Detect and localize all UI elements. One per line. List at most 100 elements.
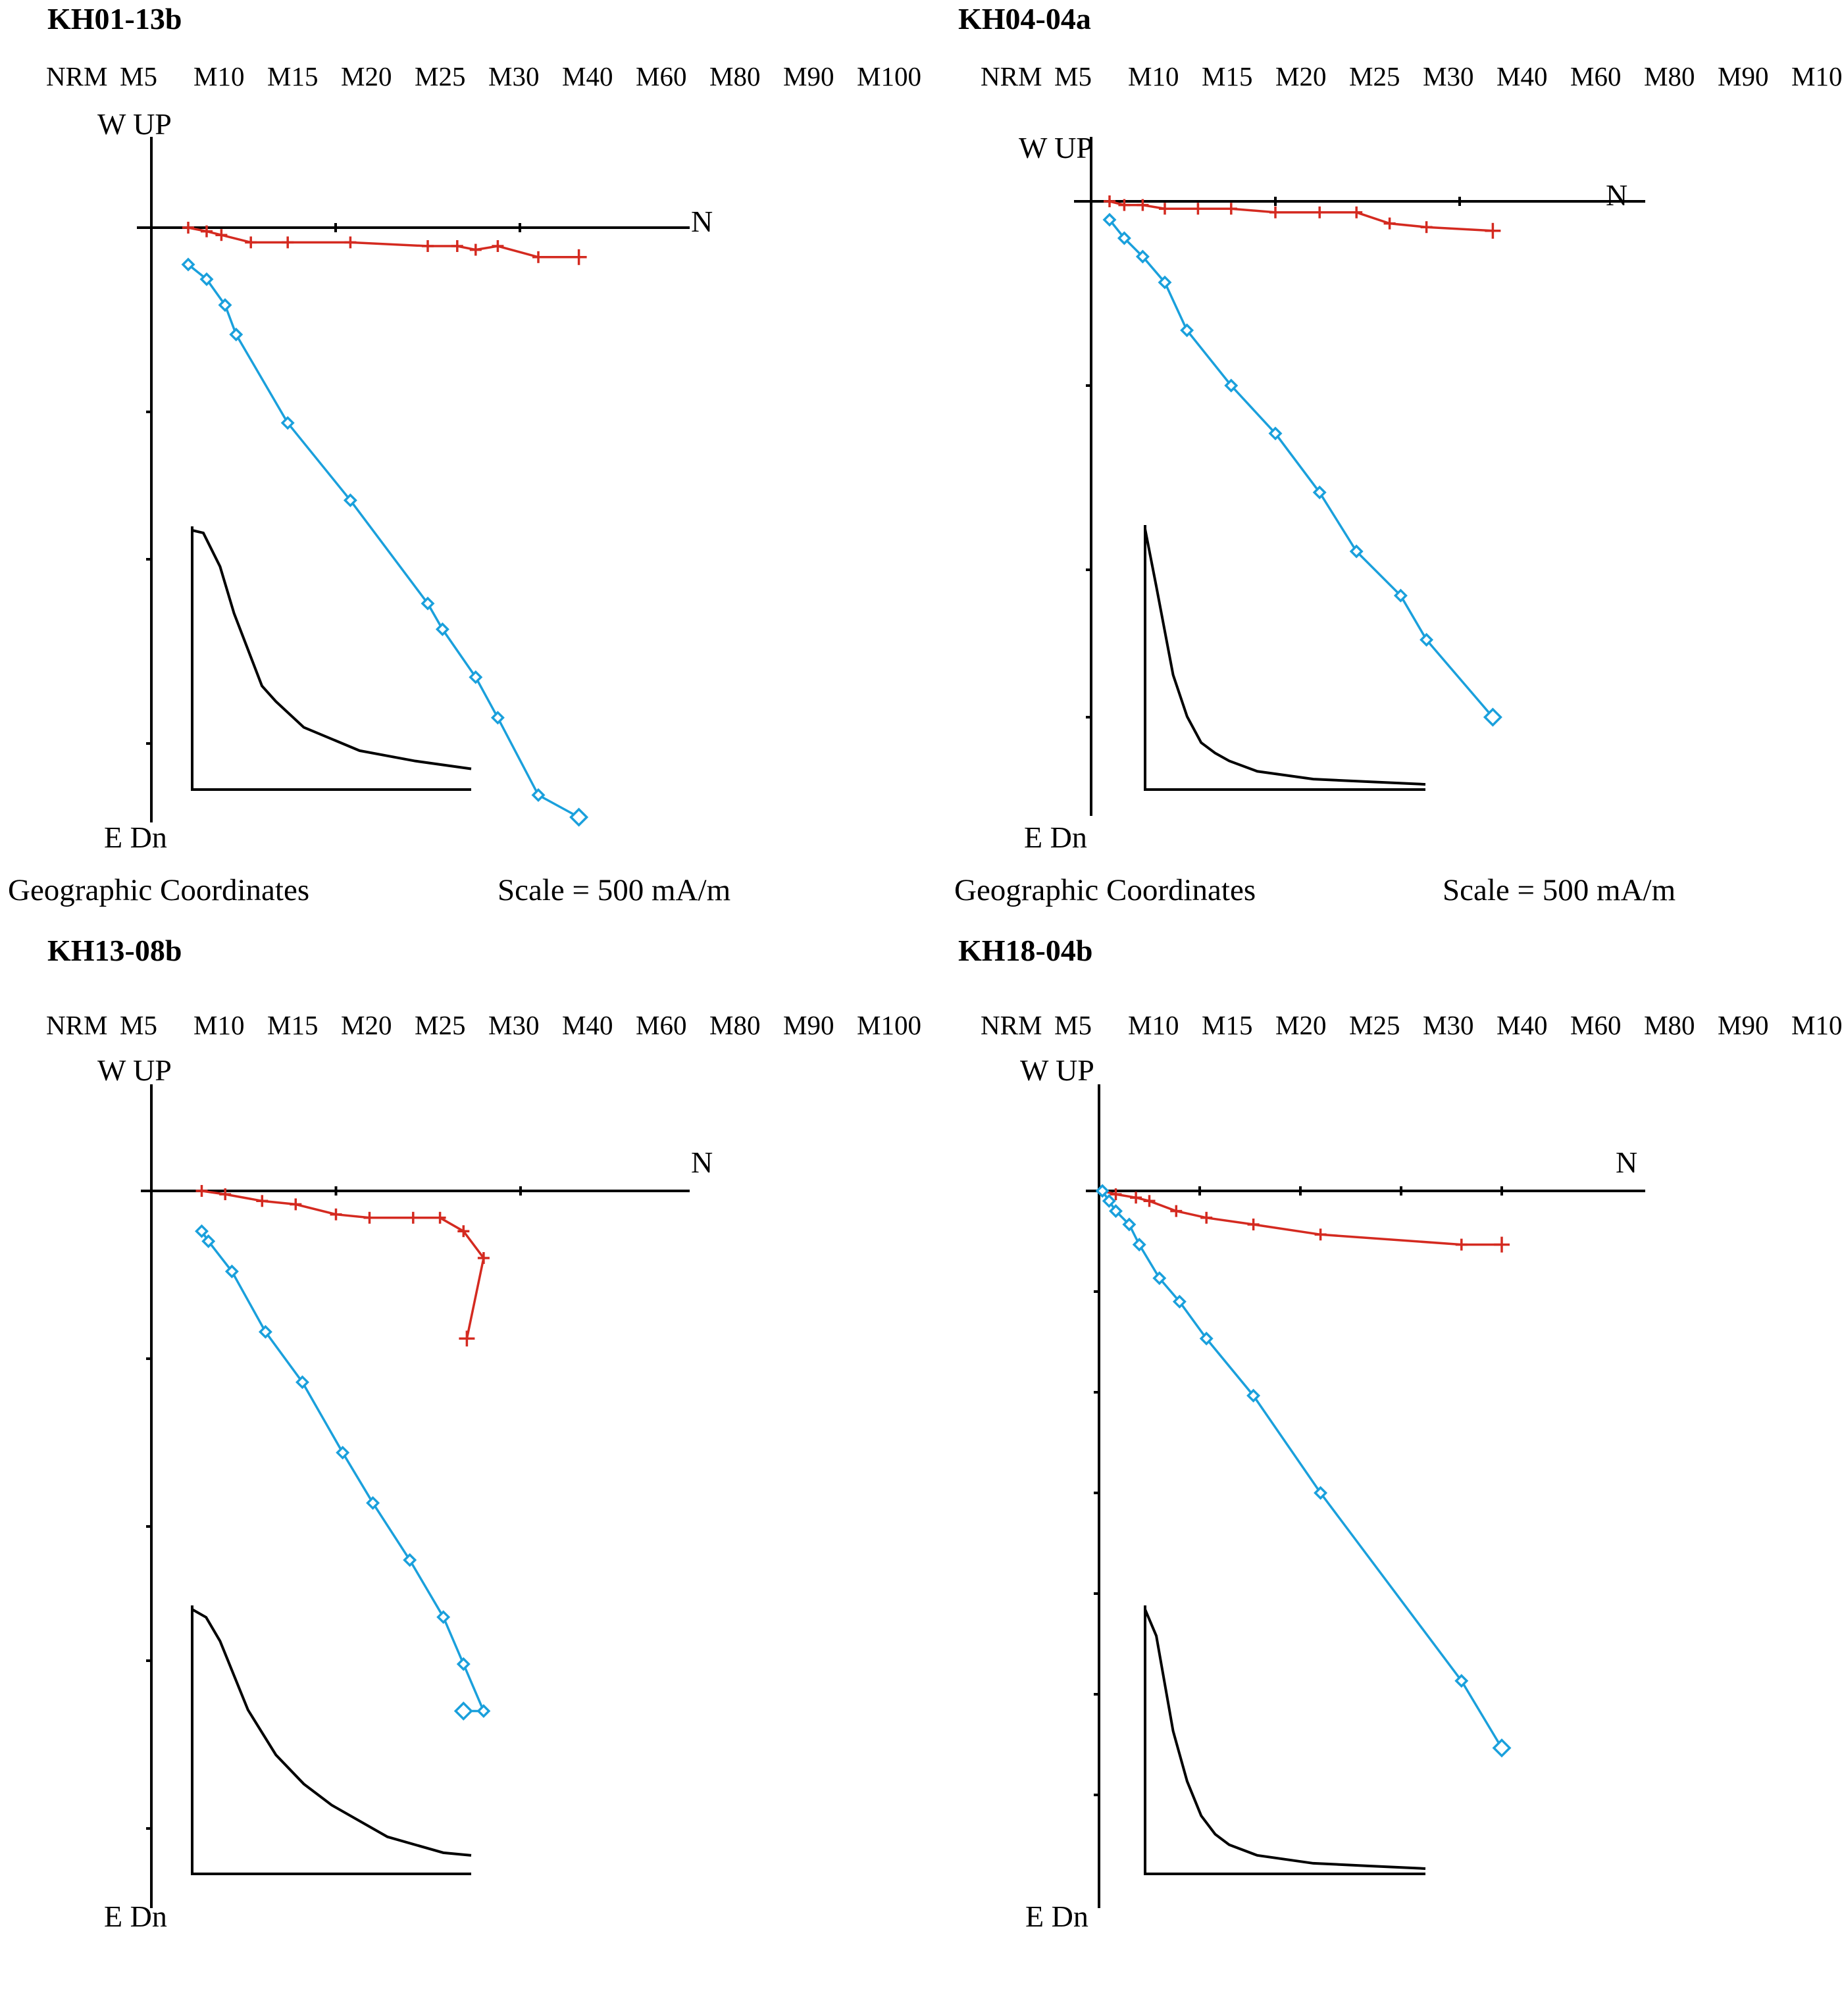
- footer-scale: Scale = 500 mA/m: [498, 873, 730, 907]
- step-label: M10: [193, 61, 244, 91]
- step-label: M25: [1349, 61, 1400, 91]
- step-label: M30: [1423, 1010, 1473, 1040]
- step-label: M60: [636, 61, 686, 91]
- axis-label-n: N: [691, 1146, 713, 1179]
- vertical-projection-point: [258, 1324, 272, 1339]
- axis-label-w-up: W UP: [1020, 1053, 1094, 1087]
- vertical-projection-point: [1102, 1194, 1116, 1208]
- step-label: M100: [1791, 61, 1842, 91]
- step-labels: NRM M5 M10 M15 M20 M25 M30 M40 M60 M80 M90 M100: [46, 61, 921, 91]
- horizontal-projection-point: [1192, 203, 1204, 215]
- plot-area: [141, 1084, 690, 1908]
- vertical-projection-point: [195, 1224, 209, 1238]
- step-label: M80: [709, 1010, 760, 1040]
- decay-curve: [1144, 528, 1426, 786]
- vertical-projection-point: [1122, 1217, 1137, 1232]
- step-label: M5: [1054, 1010, 1092, 1040]
- step-label: M10: [1128, 61, 1179, 91]
- vertical-projection-point: [343, 493, 357, 507]
- step-label: M40: [562, 1010, 613, 1040]
- vertical-projection-point: [1135, 249, 1150, 264]
- axis-label-w-up: W UP: [1019, 131, 1093, 164]
- vertical-projection-line: [187, 263, 580, 819]
- vertical-projection-line: [201, 1230, 486, 1713]
- step-label: M90: [1718, 1010, 1768, 1040]
- vertical-projection-point: [280, 416, 295, 430]
- vertical-projection-point: [569, 807, 589, 827]
- step-label: M25: [415, 1010, 465, 1040]
- vertical-projection-point: [1314, 1486, 1328, 1500]
- vertical-projection-point: [1268, 426, 1283, 441]
- step-label: M80: [1644, 1010, 1695, 1040]
- decay-curve: [192, 1608, 472, 1857]
- horizontal-projection-point: [1130, 1192, 1142, 1204]
- step-label: M10: [1128, 1010, 1179, 1040]
- horizontal-projection-point: [1494, 1236, 1510, 1253]
- vertical-projection-point: [531, 788, 546, 802]
- zijderveld-chart: KH01-13b NRM M5 M10 M15 M20 M25 M30 M40 M60 M80 M9…: [8, 2, 921, 907]
- step-label: M40: [1497, 61, 1547, 91]
- vertical-projection-point: [469, 670, 483, 684]
- decay-inset-axes: [1144, 1605, 1425, 1875]
- step-labels: NRM M5 M10 M15 M20 M25 M30 M40 M60 M80 M90 M100: [981, 1010, 1842, 1040]
- step-label: M30: [1423, 61, 1473, 91]
- step-label: M20: [1275, 61, 1326, 91]
- step-label: M15: [1202, 1010, 1252, 1040]
- vertical-projection-point: [1102, 213, 1117, 227]
- horizontal-projection-point: [1137, 199, 1149, 211]
- step-label: NRM: [46, 1010, 107, 1040]
- step-label: M60: [1570, 61, 1621, 91]
- horizontal-projection-point: [422, 240, 434, 252]
- zijderveld-chart: KH13-08b NRM M5 M10 M15 M20 M25 M30 M40 M60 M80 M9…: [46, 934, 921, 1933]
- horizontal-projection-point: [1143, 1195, 1156, 1207]
- horizontal-projection-point: [1485, 222, 1501, 239]
- vertical-projection-point: [181, 257, 195, 272]
- vertical-projection-point: [1152, 1271, 1167, 1286]
- horizontal-projection-point: [477, 1252, 490, 1264]
- step-label: M80: [1644, 61, 1695, 91]
- footer-scale: Scale = 500 mA/m: [1443, 873, 1676, 907]
- step-label: M15: [1202, 61, 1252, 91]
- step-label: M15: [267, 61, 318, 91]
- decay-inset-axes: [191, 1605, 471, 1875]
- horizontal-projection-point: [201, 225, 213, 238]
- panel-kh13-08b: KH13-08b NRM M5 M10 M15 M20 M25 M30 M40 M60 M80 M9…: [0, 934, 921, 1942]
- step-label: M5: [120, 61, 157, 91]
- horizontal-projection-point: [1350, 206, 1363, 218]
- decay-inset-axes: [191, 526, 471, 791]
- decay-curve: [192, 529, 472, 770]
- decay-curve: [1144, 1609, 1426, 1870]
- chart-title: KH04-04a: [958, 2, 1091, 36]
- axis-label-e-dn: E Dn: [1025, 1900, 1088, 1933]
- horizontal-projection-point: [459, 1330, 475, 1347]
- vertical-projection-point: [1393, 588, 1408, 603]
- horizontal-projection-point: [344, 236, 357, 249]
- footer-coordinates: Geographic Coordinates: [8, 873, 309, 907]
- vertical-projection-point: [476, 1704, 491, 1718]
- panel-kh18-04b: KH18-04b NRM M5 M10 M15 M20 M25 M30 M40 M60 M80 M9…: [921, 934, 1842, 1942]
- vertical-projection-point: [1132, 1238, 1146, 1252]
- plot-area: [137, 137, 690, 827]
- step-label: M20: [1275, 1010, 1326, 1040]
- horizontal-projection-line: [1109, 200, 1493, 232]
- horizontal-projection-point: [1383, 217, 1396, 230]
- axis-label-n: N: [1606, 178, 1627, 212]
- vertical-projection-point: [229, 327, 243, 341]
- step-labels: NRM M5 M10 M15 M20 M25 M30 M40 M60 M80 M90 M100: [981, 61, 1842, 91]
- step-label: M30: [488, 1010, 539, 1040]
- axis-label-e-dn: E Dn: [1024, 820, 1087, 854]
- panel-kh01-13b: KH01-13b NRM M5 M10 M15 M20 M25 M30 M40 M60 M80 M9…: [0, 0, 921, 1008]
- horizontal-projection-point: [407, 1211, 419, 1224]
- vertical-projection-point: [1224, 378, 1239, 393]
- chart-title: KH18-04b: [958, 934, 1092, 967]
- horizontal-projection-point: [1118, 199, 1131, 211]
- zijderveld-chart: KH04-04a NRM M5 M10 M15 M20 M25 M30 M40 M60 M80 M9…: [954, 2, 1842, 907]
- horizontal-projection-point: [363, 1211, 376, 1224]
- vertical-projection-point: [1492, 1738, 1512, 1758]
- horizontal-projection-point: [1314, 1228, 1327, 1241]
- horizontal-projection-line: [201, 1190, 485, 1339]
- vertical-projection-point: [456, 1657, 471, 1671]
- horizontal-projection-point: [434, 1211, 446, 1224]
- step-label: NRM: [981, 61, 1042, 91]
- axis-label-e-dn: E Dn: [104, 820, 167, 854]
